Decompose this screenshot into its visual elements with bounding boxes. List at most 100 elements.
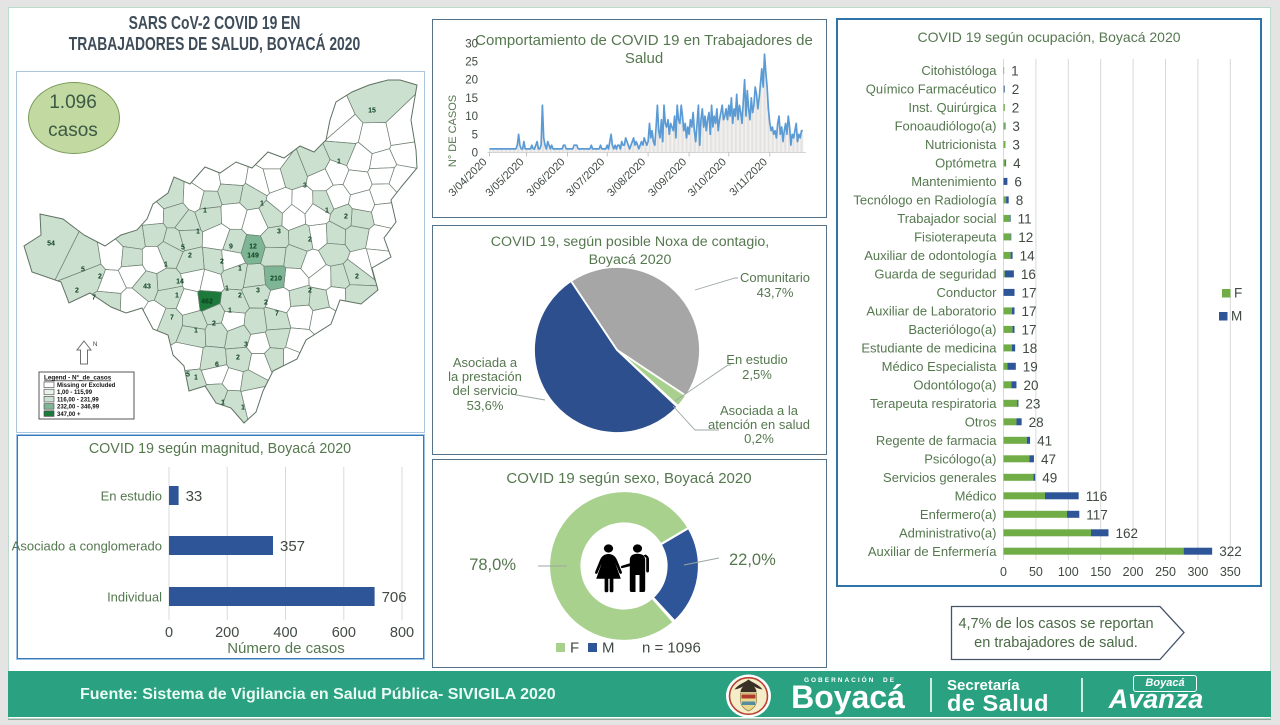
svg-text:15: 15 xyxy=(368,108,376,115)
svg-text:6: 6 xyxy=(1014,174,1022,189)
svg-text:78,0%: 78,0% xyxy=(469,556,516,574)
svg-text:3: 3 xyxy=(277,229,281,236)
svg-text:Odontólogo(a): Odontólogo(a) xyxy=(913,378,996,393)
svg-text:1: 1 xyxy=(1011,64,1019,79)
svg-text:2: 2 xyxy=(355,274,359,281)
svg-text:2: 2 xyxy=(1012,82,1020,97)
svg-text:1: 1 xyxy=(164,262,168,269)
svg-text:Asociada a: Asociada a xyxy=(453,355,518,370)
svg-text:9: 9 xyxy=(229,244,233,251)
svg-text:800: 800 xyxy=(390,625,414,641)
svg-text:3/11/2020: 3/11/2020 xyxy=(727,156,770,199)
svg-text:Auxiliar de odontología: Auxiliar de odontología xyxy=(864,248,997,263)
svg-text:Servicios generales: Servicios generales xyxy=(883,470,997,485)
svg-text:M: M xyxy=(602,640,615,657)
svg-text:0: 0 xyxy=(472,148,478,160)
svg-text:43: 43 xyxy=(143,284,151,291)
svg-text:17: 17 xyxy=(1022,322,1037,337)
svg-text:1: 1 xyxy=(194,375,198,382)
svg-text:5: 5 xyxy=(181,245,185,252)
svg-text:7: 7 xyxy=(92,295,96,302)
svg-text:N: N xyxy=(93,342,97,348)
svg-text:2: 2 xyxy=(188,253,192,260)
svg-text:17: 17 xyxy=(1022,304,1037,319)
svg-text:Comportamiento de COVID 19 en: Comportamiento de COVID 19 en Trabajador… xyxy=(475,32,813,49)
svg-text:54: 54 xyxy=(47,241,55,248)
svg-text:1: 1 xyxy=(325,208,329,215)
svg-text:47: 47 xyxy=(1041,452,1056,467)
svg-text:1: 1 xyxy=(194,328,198,335)
svg-text:1: 1 xyxy=(221,400,225,407)
svg-text:250: 250 xyxy=(1155,565,1176,579)
svg-text:600: 600 xyxy=(332,625,356,641)
svg-text:5: 5 xyxy=(472,129,478,141)
svg-text:162: 162 xyxy=(1116,526,1139,541)
svg-text:3/07/2020: 3/07/2020 xyxy=(564,156,607,199)
svg-text:41: 41 xyxy=(1037,433,1052,448)
svg-text:15: 15 xyxy=(465,93,478,105)
svg-text:la prestación: la prestación xyxy=(448,369,522,384)
svg-text:Regente de farmacia: Regente de farmacia xyxy=(876,433,997,448)
svg-text:Mantenimiento: Mantenimiento xyxy=(911,174,996,189)
svg-text:200: 200 xyxy=(215,625,239,641)
svg-text:Bacteriólogo(a): Bacteriólogo(a) xyxy=(908,322,996,337)
svg-text:1: 1 xyxy=(196,229,200,236)
svg-text:Nutricionista: Nutricionista xyxy=(925,137,997,152)
svg-text:12: 12 xyxy=(1018,230,1033,245)
svg-text:347,00 +: 347,00 + xyxy=(57,412,81,418)
svg-text:del servicio: del servicio xyxy=(452,383,517,398)
svg-text:20: 20 xyxy=(465,75,478,87)
svg-text:1: 1 xyxy=(238,266,242,273)
svg-text:6: 6 xyxy=(215,362,219,369)
svg-text:462: 462 xyxy=(201,299,213,306)
svg-text:16: 16 xyxy=(1021,267,1036,282)
svg-text:COVID 19 según magnitud, Boyac: COVID 19 según magnitud, Boyacá 2020 xyxy=(89,441,351,457)
svg-text:Inst. Quirúrgica: Inst. Quirúrgica xyxy=(908,100,997,115)
svg-text:Fisioterapeuta: Fisioterapeuta xyxy=(914,230,997,245)
svg-text:28: 28 xyxy=(1029,415,1044,430)
svg-text:2: 2 xyxy=(1012,101,1020,116)
svg-text:Terapeuta respiratoria: Terapeuta respiratoria xyxy=(870,396,997,411)
svg-text:3: 3 xyxy=(303,183,307,190)
svg-text:M: M xyxy=(1231,309,1242,324)
svg-text:2: 2 xyxy=(308,288,312,295)
svg-text:1: 1 xyxy=(203,208,207,215)
svg-text:232,00 - 346,99: 232,00 - 346,99 xyxy=(57,405,100,411)
svg-text:1,00 - 115,99: 1,00 - 115,99 xyxy=(57,390,93,396)
svg-text:Fonoaudiólogo(a): Fonoaudiólogo(a) xyxy=(895,119,997,134)
svg-text:7: 7 xyxy=(275,311,279,318)
svg-text:706: 706 xyxy=(382,589,407,606)
svg-text:210: 210 xyxy=(270,276,282,283)
svg-text:Estudiante de medicina: Estudiante de medicina xyxy=(861,341,997,356)
svg-text:19: 19 xyxy=(1023,359,1038,374)
svg-text:Administrativo(a): Administrativo(a) xyxy=(899,526,997,541)
svg-text:2: 2 xyxy=(236,355,240,362)
svg-text:F: F xyxy=(570,640,579,657)
svg-text:Número de casos: Número de casos xyxy=(227,640,345,657)
svg-text:COVID 19 según sexo, Boyacá 20: COVID 19 según sexo, Boyacá 2020 xyxy=(506,470,751,487)
svg-text:4: 4 xyxy=(1013,156,1021,171)
svg-text:200: 200 xyxy=(1123,565,1144,579)
svg-text:3/05/2020: 3/05/2020 xyxy=(484,156,527,199)
svg-text:3: 3 xyxy=(244,342,248,349)
svg-text:5: 5 xyxy=(186,372,190,379)
svg-text:2: 2 xyxy=(220,259,224,266)
svg-text:Psicólogo(a): Psicólogo(a) xyxy=(924,452,996,467)
svg-text:400: 400 xyxy=(273,625,297,641)
svg-text:Legend - N°_de_casos: Legend - N°_de_casos xyxy=(44,374,112,382)
svg-text:Tecnólogo en Radiología: Tecnólogo en Radiología xyxy=(853,193,997,208)
svg-text:Químico Farmacéutico: Químico Farmacéutico xyxy=(866,82,997,97)
svg-text:3/06/2020: 3/06/2020 xyxy=(525,156,568,199)
svg-text:Trabajador social: Trabajador social xyxy=(897,211,996,226)
svg-text:3: 3 xyxy=(1012,119,1020,134)
svg-text:11: 11 xyxy=(1018,211,1032,226)
svg-text:2: 2 xyxy=(308,237,312,244)
svg-text:1: 1 xyxy=(225,286,229,293)
svg-text:COVID 19, según posible Noxa d: COVID 19, según posible Noxa de contagio… xyxy=(491,234,769,250)
svg-text:Guarda de seguridad: Guarda de seguridad xyxy=(874,267,996,282)
svg-text:20: 20 xyxy=(1024,378,1039,393)
svg-text:N° DE CASOS: N° DE CASOS xyxy=(447,95,459,167)
svg-text:2: 2 xyxy=(238,293,242,300)
svg-text:1: 1 xyxy=(228,308,232,315)
svg-text:2: 2 xyxy=(344,214,348,221)
